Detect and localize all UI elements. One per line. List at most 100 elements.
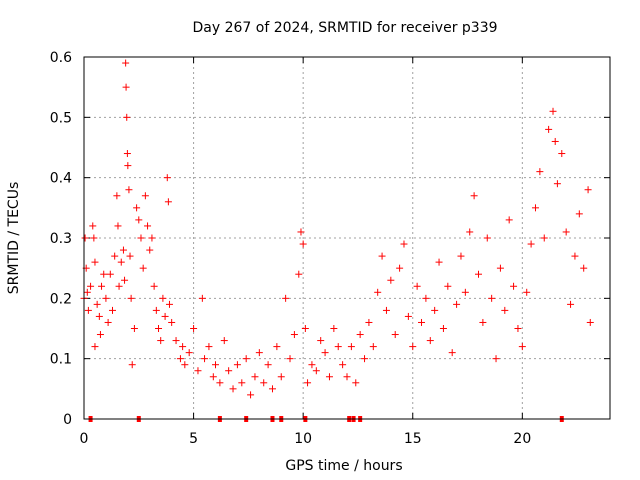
data-point [268, 385, 276, 393]
data-point [536, 168, 544, 176]
data-point [505, 216, 513, 224]
data-point [108, 306, 116, 314]
chart-title: Day 267 of 2024, SRMTID for receiver p33… [192, 20, 497, 36]
data-point [518, 343, 526, 351]
data-point [161, 312, 169, 320]
data-point [540, 234, 548, 242]
y-axis-label: SRMTID / TECUs [6, 182, 22, 295]
x-tick-label: 0 [80, 431, 89, 447]
data-point [155, 325, 163, 332]
data-point [325, 373, 333, 381]
data-point [369, 343, 377, 351]
data-point [571, 252, 579, 260]
data-point [317, 337, 325, 345]
data-point [413, 282, 421, 290]
data-point [470, 192, 478, 200]
data-point [549, 107, 557, 115]
data-point [378, 252, 386, 260]
data-point [299, 240, 307, 248]
data-point [84, 306, 92, 314]
data-point [251, 373, 259, 381]
data-point [321, 349, 329, 357]
data-point [404, 312, 412, 320]
data-point [205, 343, 213, 351]
data-point [181, 361, 189, 369]
data-point [461, 288, 469, 296]
data-point [523, 288, 531, 296]
data-point [475, 270, 482, 278]
data-point [233, 361, 241, 369]
data-point [111, 252, 119, 260]
data-point [400, 240, 408, 248]
data-point [339, 361, 347, 369]
data-point [501, 306, 509, 314]
data-point [141, 192, 149, 200]
data-point [584, 186, 592, 194]
data-point [479, 318, 487, 326]
data-point [514, 325, 522, 332]
data-point [551, 137, 559, 145]
data-point [148, 234, 156, 242]
y-tick-label: 0.1 [50, 352, 72, 368]
data-point [121, 276, 129, 284]
data-point [334, 343, 342, 351]
data-point [179, 343, 187, 351]
y-tick-label: 0 [63, 412, 72, 428]
data-point [466, 228, 474, 236]
data-point [483, 234, 491, 242]
data-point [352, 379, 360, 387]
data-point [190, 325, 198, 332]
data-point [277, 373, 285, 381]
data-point [365, 318, 373, 326]
data-point [273, 343, 281, 351]
y-tick-label: 0.4 [50, 171, 72, 187]
data-point [286, 355, 294, 363]
data-point [122, 59, 130, 67]
data-point [146, 246, 154, 254]
data-point [586, 318, 594, 326]
data-point [176, 355, 184, 363]
data-point [396, 264, 404, 272]
data-point [212, 361, 219, 369]
data-point [264, 361, 272, 369]
data-point [96, 331, 104, 339]
data-point [114, 222, 122, 230]
data-point [102, 294, 110, 302]
data-point [444, 282, 452, 290]
data-point [343, 373, 351, 381]
data-point [91, 343, 99, 351]
data-point [448, 349, 456, 357]
y-tick-label: 0.2 [50, 291, 72, 307]
data-point [185, 349, 193, 357]
data-point [133, 204, 141, 212]
x-tick-label: 10 [294, 431, 312, 447]
data-point [260, 379, 268, 387]
data-point [95, 312, 103, 320]
data-point [98, 282, 106, 290]
data-point [531, 204, 539, 212]
data-point [194, 367, 202, 375]
data-point [545, 125, 553, 133]
data-point [115, 282, 123, 290]
data-point [122, 83, 130, 91]
data-point [135, 216, 143, 224]
data-point [562, 228, 570, 236]
data-point [387, 276, 395, 284]
data-points [80, 59, 594, 422]
data-point [128, 361, 136, 369]
data-point [238, 379, 246, 387]
data-point [83, 288, 91, 296]
data-point [139, 264, 147, 272]
data-point [382, 306, 390, 314]
data-point [104, 318, 112, 326]
data-point [198, 294, 206, 302]
data-point [330, 325, 338, 332]
data-point [488, 294, 496, 302]
data-point [496, 264, 504, 272]
data-point [125, 186, 133, 194]
data-point [575, 210, 583, 218]
data-point [126, 252, 134, 260]
data-point [457, 252, 465, 260]
data-point [119, 246, 127, 254]
axis-ticks: 0 0.1 0.2 0.3 0.4 0.5 0.6 0 5 10 15 20 [50, 50, 610, 447]
